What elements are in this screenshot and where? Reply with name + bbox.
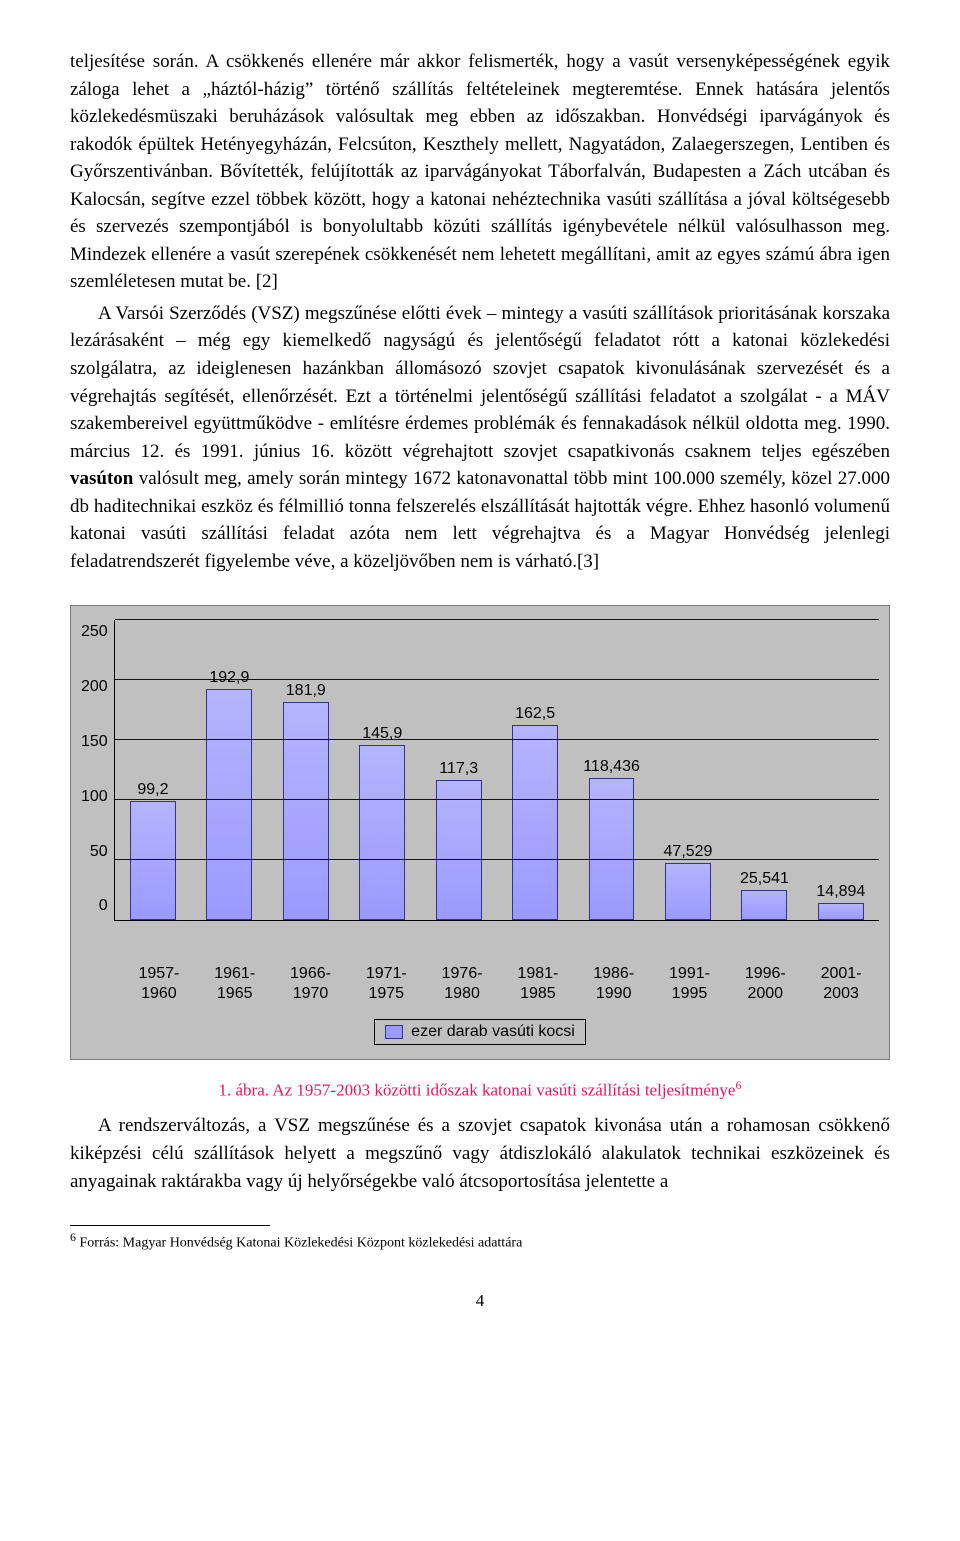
grid-line — [115, 859, 879, 860]
grid-line — [115, 739, 879, 740]
caption-text: 1. ábra. Az 1957-2003 közötti időszak ka… — [219, 1080, 736, 1099]
x-axis-label: 1957- 1960 — [121, 964, 197, 1002]
bar — [436, 780, 482, 921]
caption-sup: 6 — [735, 1078, 741, 1092]
paragraph-1: teljesítése során. A csökkenés ellenére … — [70, 48, 890, 296]
footnote-separator — [70, 1225, 270, 1226]
bar-column: 192,9 — [191, 620, 267, 920]
legend-swatch — [385, 1025, 403, 1039]
y-tick: 250 — [81, 624, 108, 640]
bar-column: 14,894 — [803, 620, 879, 920]
grid-line — [115, 679, 879, 680]
y-tick: 50 — [90, 844, 108, 860]
y-axis: 0 50 100 150 200 250 — [81, 624, 114, 914]
bar — [130, 801, 176, 920]
x-axis-label: 2001- 2003 — [803, 964, 879, 1002]
y-tick: 200 — [81, 679, 108, 695]
x-axis-label: 1971- 1975 — [348, 964, 424, 1002]
x-axis-label: 1981- 1985 — [500, 964, 576, 1002]
page: teljesítése során. A csökkenés ellenére … — [0, 0, 960, 1351]
footnote-text: Forrás: Magyar Honvédség Katonai Közleke… — [76, 1236, 522, 1251]
bar-column: 181,9 — [268, 620, 344, 920]
x-axis-label: 1991- 1995 — [652, 964, 728, 1002]
chart-legend: ezer darab vasúti kocsi — [374, 1019, 586, 1045]
paragraph-2-bold: vasúton — [70, 468, 133, 489]
x-axis-labels: 1957- 19601961- 19651966- 19701971- 1975… — [121, 964, 879, 1002]
bar-column: 25,541 — [726, 620, 802, 920]
x-axis-label: 1961- 1965 — [197, 964, 273, 1002]
x-axis-label: 1986- 1990 — [576, 964, 652, 1002]
grid-line — [115, 619, 879, 620]
x-axis-label: 1976- 1980 — [424, 964, 500, 1002]
chart-inner: 0 50 100 150 200 250 99,2192,9181,9145,9… — [81, 620, 879, 960]
bar — [206, 689, 252, 920]
bar-chart: 0 50 100 150 200 250 99,2192,9181,9145,9… — [70, 605, 890, 1059]
paragraph-2a: A Varsói Szerződés (VSZ) megszűnése előt… — [70, 303, 890, 462]
bar-value-label: 14,894 — [781, 883, 901, 901]
footnote: 6 Forrás: Magyar Honvédség Katonai Közle… — [70, 1230, 890, 1253]
x-axis-label: 1996- 2000 — [727, 964, 803, 1002]
bar — [512, 725, 558, 920]
bar-column: 99,2 — [115, 620, 191, 920]
paragraph-2: A Varsói Szerződés (VSZ) megszűnése előt… — [70, 300, 890, 575]
x-axis-label: 1966- 1970 — [273, 964, 349, 1002]
plot-area: 99,2192,9181,9145,9117,3162,5118,43647,5… — [114, 620, 879, 921]
grid-line — [115, 799, 879, 800]
y-tick: 0 — [99, 898, 108, 914]
bar-column: 117,3 — [420, 620, 496, 920]
bar — [818, 903, 864, 921]
bar-column: 118,436 — [573, 620, 649, 920]
bars-container: 99,2192,9181,9145,9117,3162,5118,43647,5… — [115, 620, 879, 920]
y-tick: 150 — [81, 734, 108, 750]
page-number: 4 — [70, 1291, 890, 1311]
legend-label: ezer darab vasúti kocsi — [411, 1023, 575, 1041]
paragraph-3: A rendszerváltozás, a VSZ megszűnése és … — [70, 1112, 890, 1195]
figure-caption: 1. ábra. Az 1957-2003 közötti időszak ka… — [70, 1078, 890, 1101]
paragraph-2b: valósult meg, amely során mintegy 1672 k… — [70, 468, 890, 572]
